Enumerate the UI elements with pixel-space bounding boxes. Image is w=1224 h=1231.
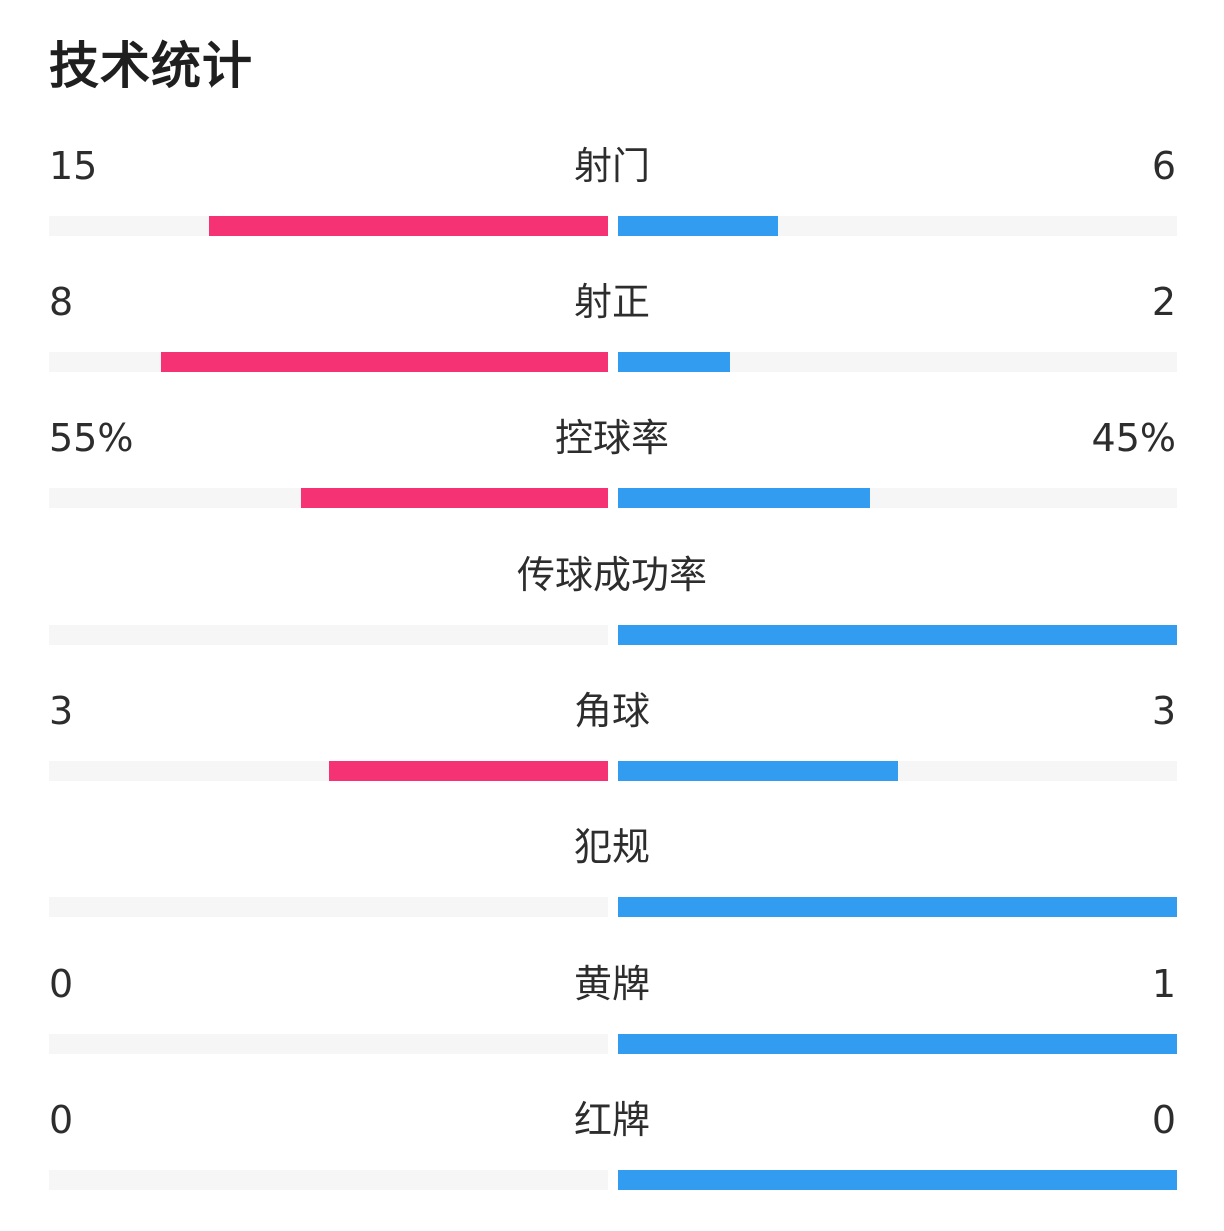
stat-row: 8 射正 2 xyxy=(0,274,1224,410)
home-value: 0 xyxy=(49,1098,74,1142)
stat-row: 15 射门 6 xyxy=(0,138,1224,274)
away-bar-fill xyxy=(618,352,730,372)
stat-row: 0 黄牌 1 xyxy=(0,956,1224,1092)
home-value: 0 xyxy=(49,962,74,1006)
away-bar-track xyxy=(618,216,1177,236)
away-bar-fill xyxy=(618,761,898,781)
home-value: 8 xyxy=(49,280,74,324)
stat-row: 0 红牌 0 xyxy=(0,1092,1224,1228)
home-bar-track xyxy=(49,1034,608,1054)
page-title: 技术统计 xyxy=(49,37,253,95)
stat-label: 角球 xyxy=(573,689,650,733)
away-value: 0 xyxy=(1151,1098,1176,1142)
stat-label: 红牌 xyxy=(573,1098,650,1142)
home-bar-track xyxy=(49,488,608,508)
stat-label: 控球率 xyxy=(554,416,669,460)
away-bar-fill xyxy=(618,216,778,236)
stat-label: 犯规 xyxy=(573,825,650,869)
stat-row: 55% 控球率 45% xyxy=(0,410,1224,546)
stat-row: 3 角球 3 xyxy=(0,683,1224,819)
away-bar-track xyxy=(618,1034,1177,1054)
home-value: 15 xyxy=(49,144,98,188)
stat-label: 射门 xyxy=(573,144,650,188)
home-bar-fill xyxy=(160,352,608,372)
stat-row: 传球成功率 xyxy=(0,547,1224,683)
home-value: 3 xyxy=(49,689,74,733)
away-bar-fill xyxy=(618,488,870,508)
away-bar-track xyxy=(618,352,1177,372)
stat-label: 传球成功率 xyxy=(516,553,707,597)
away-bar-track xyxy=(618,625,1177,645)
stat-row: 犯规 xyxy=(0,819,1224,955)
home-bar-fill xyxy=(328,761,608,781)
home-bar-fill xyxy=(300,488,608,508)
away-bar-fill xyxy=(618,1034,1177,1054)
home-bar-track xyxy=(49,761,608,781)
away-value: 3 xyxy=(1151,689,1176,733)
away-bar-track xyxy=(618,761,1177,781)
away-value: 6 xyxy=(1151,144,1176,188)
home-bar-track xyxy=(49,352,608,372)
home-bar-track xyxy=(49,1170,608,1190)
away-bar-track xyxy=(618,488,1177,508)
away-value: 45% xyxy=(1091,416,1176,460)
home-bar-track xyxy=(49,897,608,917)
away-bar-track xyxy=(618,1170,1177,1190)
stat-label: 黄牌 xyxy=(573,962,650,1006)
home-bar-fill xyxy=(208,216,608,236)
home-bar-track xyxy=(49,625,608,645)
home-bar-track xyxy=(49,216,608,236)
away-bar-fill xyxy=(618,625,1177,645)
away-bar-fill xyxy=(618,897,1177,917)
away-bar-track xyxy=(618,897,1177,917)
stat-label: 射正 xyxy=(573,280,650,324)
away-value: 1 xyxy=(1151,962,1176,1006)
away-value: 2 xyxy=(1151,280,1176,324)
home-value: 55% xyxy=(49,416,134,460)
away-bar-fill xyxy=(618,1170,1177,1190)
